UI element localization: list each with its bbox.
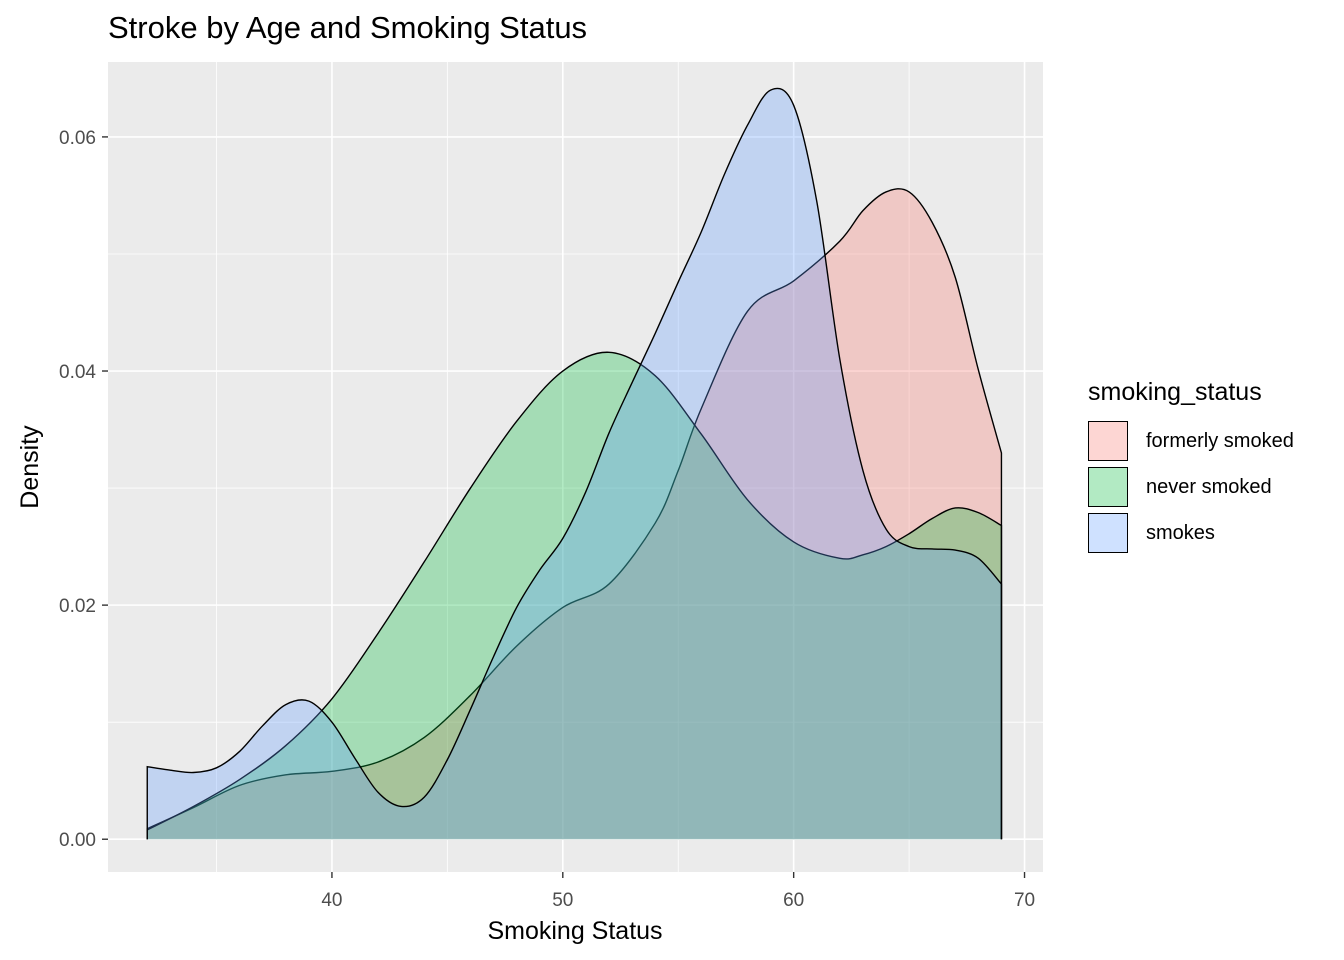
legend-key-smokes xyxy=(1088,513,1128,553)
x-tick-label: 40 xyxy=(321,890,342,911)
legend-item-smokes: smokes xyxy=(1088,510,1294,556)
density-area-never-smoked xyxy=(147,352,1002,840)
y-axis-title: Density xyxy=(16,425,44,509)
x-tick-label: 70 xyxy=(1014,890,1035,911)
y-tick-label: 0.00 xyxy=(59,830,96,851)
y-tick-label: 0.04 xyxy=(59,362,96,383)
major-gridlines xyxy=(108,62,1043,872)
legend: smoking_status formerly smoked never smo… xyxy=(1088,378,1294,556)
minor-gridlines xyxy=(108,62,1043,872)
legend-title: smoking_status xyxy=(1088,378,1262,406)
tick-labels: 40 50 60 70 0.00 0.02 0.04 0.06 xyxy=(59,128,1035,911)
x-axis-title: Smoking Status xyxy=(487,917,662,945)
y-tick-label: 0.06 xyxy=(59,128,96,149)
legend-key-never-smoked xyxy=(1088,467,1128,507)
density-areas xyxy=(146,87,1003,840)
legend-label: never smoked xyxy=(1146,475,1272,498)
chart-title: Stroke by Age and Smoking Status xyxy=(108,10,588,45)
x-tick-label: 60 xyxy=(783,890,804,911)
y-tick-label: 0.02 xyxy=(59,596,96,617)
legend-label: smokes xyxy=(1146,521,1215,544)
legend-key-formerly-smoked xyxy=(1088,421,1128,461)
legend-label: formerly smoked xyxy=(1146,429,1294,452)
density-line-smokes xyxy=(146,87,1003,840)
density-line-formerly-smoked xyxy=(146,188,1003,840)
density-area-formerly-smoked xyxy=(147,188,1002,840)
plot-panel xyxy=(108,62,1043,872)
x-tick-label: 50 xyxy=(552,890,573,911)
density-area-smokes xyxy=(147,88,1002,840)
legend-item-never-smoked: never smoked xyxy=(1088,464,1294,510)
axis-ticks xyxy=(102,136,1026,878)
legend-item-formerly-smoked: formerly smoked xyxy=(1088,418,1294,464)
